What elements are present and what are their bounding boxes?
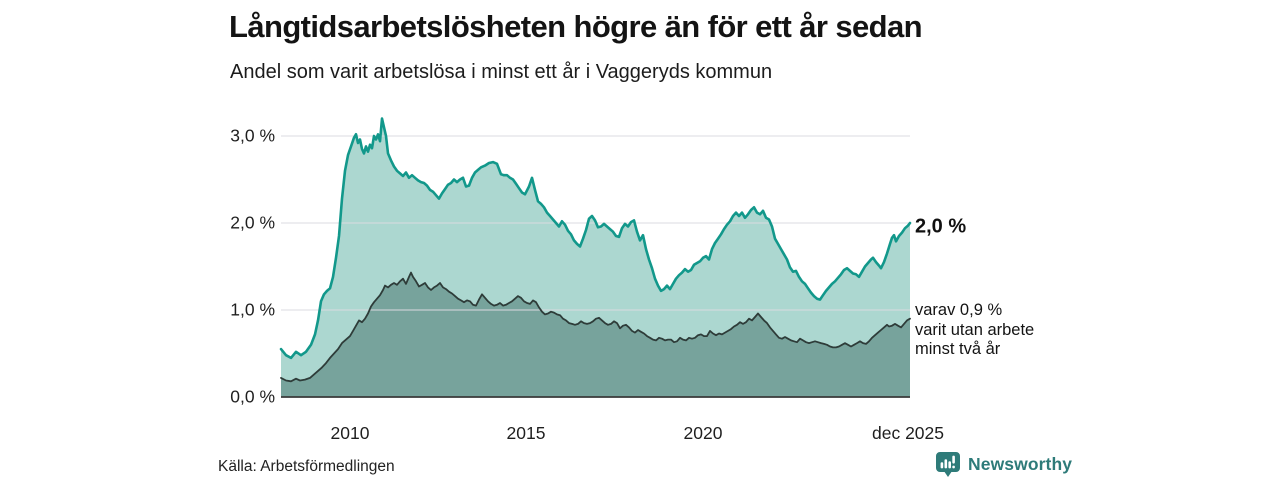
x-axis-tick-dec-2025: dec 2025 [871,423,945,443]
newsworthy-logo: Newsworthy [935,451,1072,478]
y-axis-tick-2: 2,0 % [230,212,275,233]
y-axis-tick-3: 3,0 % [230,125,275,146]
page-title: Långtidsarbetslösheten högre än för ett … [229,9,923,44]
y-axis-tick-1: 1,0 % [230,299,275,320]
annotation-line-1: varav 0,9 % [915,301,1003,319]
series-end-value-label: 2,0 % [915,215,967,238]
bar-chart-pin-icon [936,452,960,477]
y-axis-tick-0: 0,0 % [230,386,275,407]
annotation-line-3: minst två år [915,340,1001,358]
series-end-annotation: varav 0,9 % varit utan arbete minst två … [915,301,1034,360]
source-label: Källa: Arbetsförmedlingen [218,458,395,475]
page-subtitle: Andel som varit arbetslösa i minst ett å… [230,61,773,83]
annotation-line-2: varit utan arbete [915,320,1035,339]
newsworthy-wordmark: Newsworthy [968,454,1073,474]
x-axis-tick-2015: 2015 [506,423,546,443]
x-axis-tick-2020: 2020 [683,423,723,443]
x-axis-tick-2010: 2010 [330,423,370,443]
